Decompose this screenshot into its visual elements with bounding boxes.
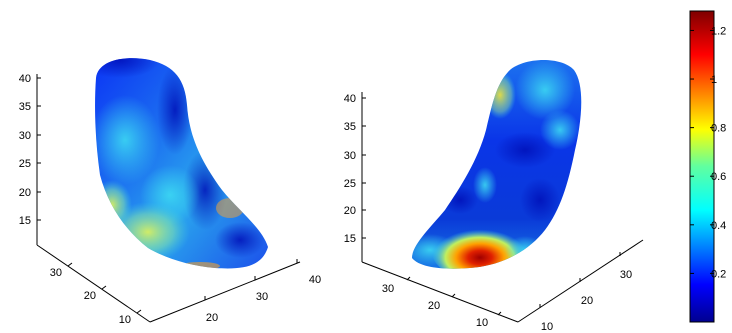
tick-label: 10	[476, 317, 488, 329]
tick-label: 25	[19, 158, 31, 170]
tick-label: 25	[344, 178, 356, 190]
tick-label: 20	[581, 295, 593, 307]
tick-label: 20	[84, 290, 96, 302]
tick-label: 10	[541, 321, 553, 333]
tick-label: 40	[309, 274, 321, 286]
colorbar-ticks: 1.2 1 0.8 0.6 0.4 0.2	[690, 25, 726, 280]
tick-label: 40	[344, 93, 356, 105]
tick-label: 30	[256, 291, 268, 303]
tick-label: 30	[620, 269, 632, 281]
colorbar: 1.2 1 0.8 0.6 0.4 0.2	[689, 10, 726, 323]
colorbar-tick-label: 0.4	[711, 220, 726, 232]
tick-label: 20	[206, 312, 218, 324]
colorbar-tick-label: 1	[711, 74, 717, 86]
right-x-ticks: 10 20 30	[539, 252, 632, 333]
tick-label: 30	[344, 150, 356, 162]
left-z-ticks: 15 20 25 30 35 40	[19, 73, 41, 227]
right-y-ticks: 30 20 10	[382, 276, 502, 329]
tick-label: 10	[119, 314, 131, 326]
left-x-ticks: 20 30 40	[204, 259, 321, 324]
right-y-axis	[361, 261, 519, 323]
left-surface	[95, 58, 268, 269]
colorbar-tick-label: 0.8	[711, 123, 726, 135]
tick-label: 20	[19, 187, 31, 199]
right-axes: 15 20 25 30 35 40 30 20 10 10 20 30	[344, 92, 644, 333]
tick-label: 35	[344, 121, 356, 133]
tick-label: 30	[382, 283, 394, 295]
tick-label: 30	[50, 267, 62, 279]
left-x-axis	[149, 261, 301, 323]
tick-label: 40	[19, 73, 31, 85]
tick-label: 15	[19, 215, 31, 227]
colorbar-gradient	[689, 10, 715, 323]
colorbar-tick-label: 1.2	[711, 25, 726, 37]
tick-label: 30	[19, 130, 31, 142]
left-axes: 15 20 25 30 35 40 30 20 10 20 30 40	[19, 73, 321, 326]
colorbar-tick-label: 0.2	[711, 268, 726, 280]
left-y-ticks: 30 20 10	[50, 262, 142, 326]
right-z-ticks: 15 20 25 30 35 40	[344, 93, 366, 245]
right-surface	[412, 60, 582, 269]
tick-label: 15	[344, 233, 356, 245]
left-y-axis	[36, 244, 151, 323]
colorbar-tick-label: 0.6	[711, 171, 726, 183]
tick-label: 35	[19, 101, 31, 113]
tick-label: 20	[344, 205, 356, 217]
tick-label: 20	[428, 300, 440, 312]
